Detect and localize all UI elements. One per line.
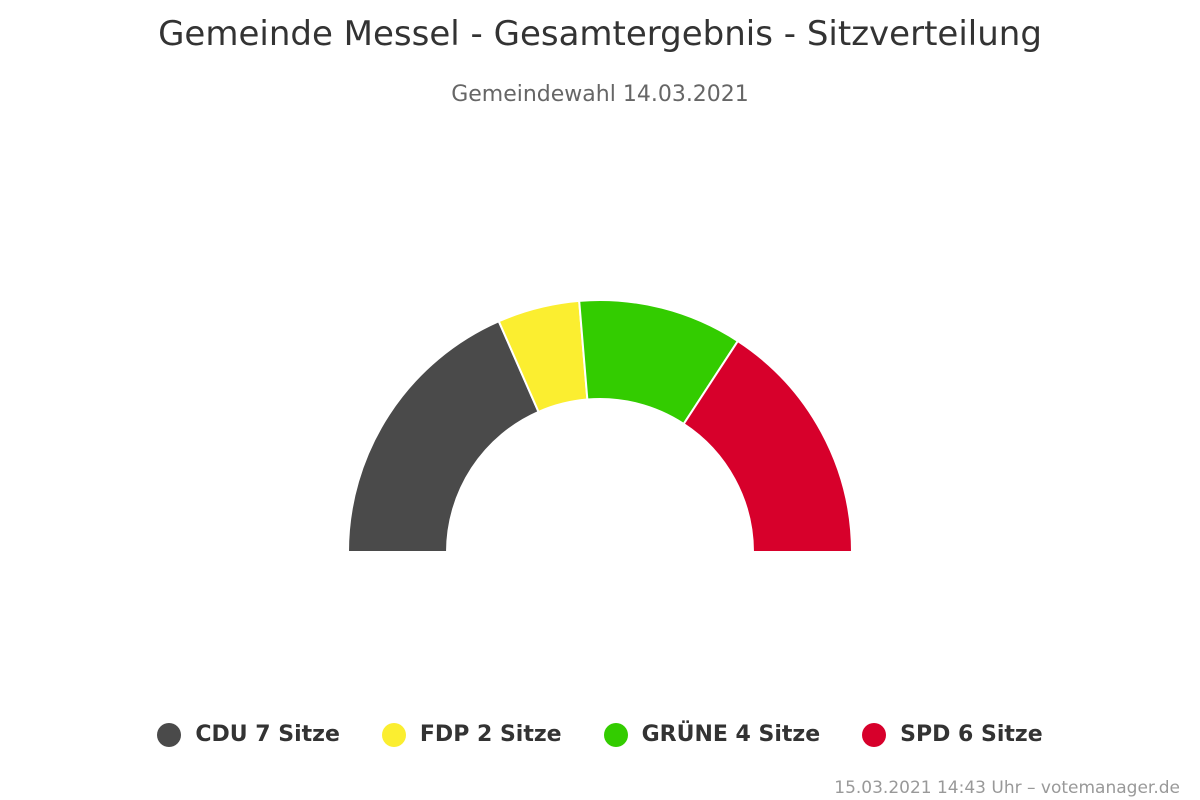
legend-marker-icon	[603, 722, 628, 747]
legend-label: SPD 6 Sitze	[900, 722, 1043, 747]
seat-distribution-chart	[346, 299, 854, 553]
legend-item-grüne[interactable]: GRÜNE 4 Sitze	[603, 722, 821, 747]
slice-spd[interactable]	[682, 339, 854, 553]
chart-subtitle: Gemeindewahl 14.03.2021	[451, 82, 749, 107]
legend: CDU 7 Sitze FDP 2 Sitze GRÜNE 4 Sitze SPD 6…	[0, 722, 1200, 747]
legend-marker-icon	[157, 722, 182, 747]
legend-label: GRÜNE 4 Sitze	[641, 722, 821, 747]
legend-item-fdp[interactable]: FDP 2 Sitze	[381, 722, 562, 747]
legend-item-cdu[interactable]: CDU 7 Sitze	[157, 722, 340, 747]
legend-item-spd[interactable]: SPD 6 Sitze	[862, 722, 1043, 747]
chart-title: Gemeinde Messel - Gesamtergebnis - Sitzv…	[158, 14, 1042, 54]
slice-cdu[interactable]	[346, 319, 540, 553]
legend-label: CDU 7 Sitze	[195, 722, 340, 747]
footer-timestamp: 15.03.2021 14:43 Uhr – votemanager.de	[834, 778, 1180, 798]
legend-marker-icon	[862, 722, 887, 747]
legend-label: FDP 2 Sitze	[419, 722, 562, 747]
legend-marker-icon	[381, 722, 406, 747]
